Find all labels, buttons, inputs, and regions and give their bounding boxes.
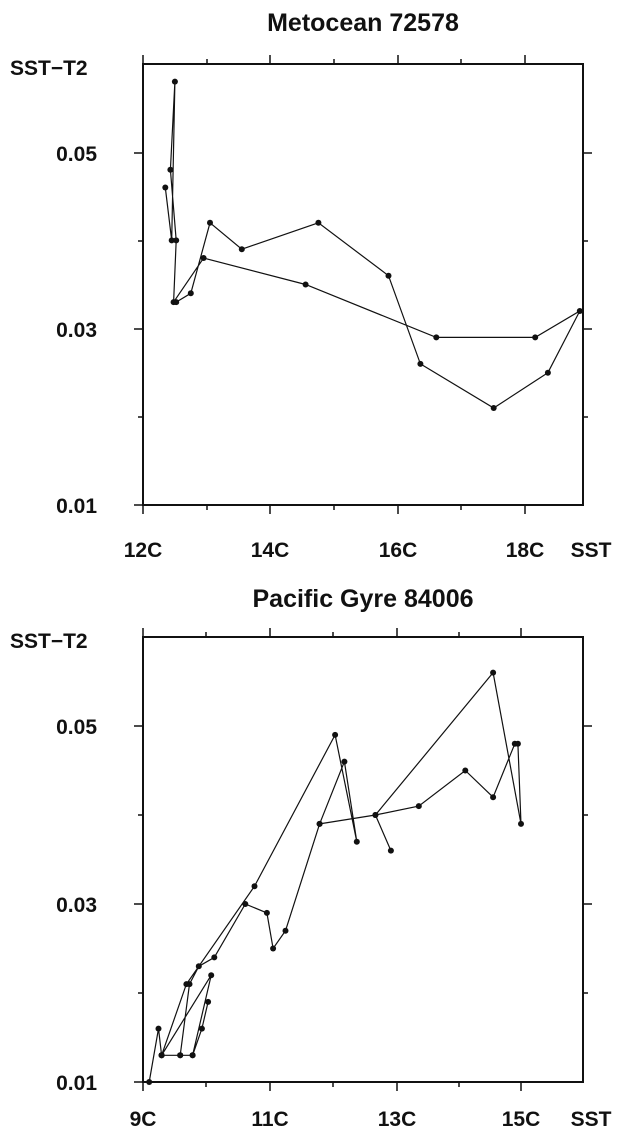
x-tick-label: 11C [251, 1108, 288, 1131]
data-point [490, 669, 497, 676]
data-point [187, 290, 194, 297]
x-tick-label: 18C [506, 539, 545, 562]
chart-panel-1: Metocean 72578 SST−T2 [10, 9, 612, 562]
data-point [385, 272, 392, 279]
data-point [177, 1052, 184, 1059]
data-point [270, 945, 277, 952]
data-point [242, 901, 249, 907]
data-point [173, 237, 180, 244]
data-point [316, 820, 323, 827]
data-point [282, 927, 289, 934]
y-axis-label: SST−T2 [10, 57, 88, 80]
y-axis-label: SST−T2 [10, 630, 88, 653]
data-point [195, 963, 202, 970]
data-point [315, 219, 322, 226]
series-line-1 [164, 81, 582, 409]
x-tick-label: 12C [124, 539, 163, 562]
data-point [263, 909, 270, 916]
data-point [251, 883, 258, 890]
y-tick-label: 0.01 [56, 1072, 97, 1095]
series-line-1 [148, 733, 358, 1083]
data-point [173, 299, 180, 306]
data-point [372, 812, 379, 818]
chart-title: Metocean 72578 [267, 9, 459, 37]
data-point [341, 758, 348, 765]
data-point [490, 405, 497, 411]
data-point [189, 1052, 196, 1059]
data-point [518, 820, 524, 827]
data-point [462, 767, 469, 774]
plot-series-layer [162, 78, 583, 411]
y-tick-label: 0.01 [56, 495, 97, 518]
chart-panel-2: Pacific Gyre 84006 SST−T2 [10, 585, 612, 1131]
data-point [353, 838, 360, 845]
data-point [168, 237, 175, 244]
data-point [211, 954, 218, 961]
data-point [433, 334, 440, 341]
x-tick-marks [142, 628, 522, 1091]
x-tick-label: 13C [378, 1108, 417, 1131]
data-point [198, 1025, 205, 1032]
data-point [183, 981, 190, 988]
y-tick-label: 0.03 [56, 894, 97, 917]
x-axis-label: SST [571, 1108, 612, 1131]
data-point [208, 972, 215, 979]
data-point [514, 740, 521, 747]
series-line-2 [319, 671, 522, 851]
x-tick-label: 9C [130, 1108, 157, 1131]
y-tick-marks [134, 725, 592, 1083]
x-tick-label: 15C [502, 1108, 541, 1131]
data-point [207, 219, 213, 226]
data-point [162, 184, 169, 191]
data-point [205, 998, 212, 1005]
y-tick-label: 0.05 [56, 716, 97, 739]
data-point [146, 1079, 153, 1085]
y-tick-label: 0.03 [56, 319, 97, 342]
data-point [238, 246, 245, 253]
x-tick-marks [142, 55, 526, 514]
data-point [387, 847, 394, 854]
chart-title: Pacific Gyre 84006 [253, 585, 474, 613]
plot-frame [142, 636, 584, 1083]
data-point [200, 255, 207, 261]
data-point [417, 360, 424, 367]
plot-frame [142, 63, 584, 506]
y-tick-marks [134, 152, 592, 506]
x-axis-label: SST [571, 539, 612, 562]
data-point [415, 803, 422, 810]
plot-series-layer [146, 669, 524, 1085]
data-point [532, 334, 539, 341]
data-point [155, 1025, 162, 1032]
data-point [158, 1052, 165, 1059]
data-point [171, 78, 178, 85]
x-tick-label: 16C [379, 539, 418, 562]
data-point [490, 794, 497, 801]
data-point [332, 731, 339, 738]
data-point [167, 166, 174, 173]
data-point [576, 308, 583, 314]
x-tick-label: 14C [251, 539, 290, 562]
y-tick-label: 0.05 [56, 143, 97, 166]
data-point [302, 281, 309, 288]
data-point [544, 369, 551, 376]
